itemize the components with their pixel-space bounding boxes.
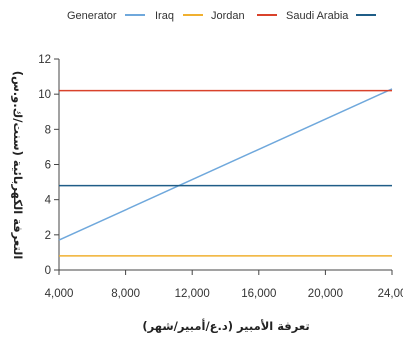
x-tick-label: 20,000 xyxy=(308,288,343,300)
y-axis-title: التعرفة الكهربائية (سنت/ك.و.س) xyxy=(10,71,25,260)
x-axis-title: تعرفة الأمبير (د.ع/أمبير/شهر) xyxy=(142,318,309,333)
x-tick-label: 16,000 xyxy=(241,288,276,300)
x-tick-label: 4,000 xyxy=(45,288,74,300)
x-tick-label: 8,000 xyxy=(111,288,140,300)
chart-axes: 0 2 4 6 8 10 12 4,000 8,000 12,000 16,000 20,000 24,… xyxy=(38,54,403,300)
y-tick-label: 10 xyxy=(38,89,51,101)
legend-label-generator: Generator xyxy=(67,10,117,22)
y-tick-label: 0 xyxy=(45,265,51,277)
legend-label-iraq: Iraq xyxy=(155,10,174,22)
y-tick-label: 6 xyxy=(45,160,51,172)
chart-series xyxy=(58,88,393,257)
y-tick-label: 8 xyxy=(45,124,51,136)
legend-label-jordan: Jordan xyxy=(211,10,245,22)
legend-label-saudi-arabia: Saudi Arabia xyxy=(286,10,349,22)
y-tick-label: 4 xyxy=(45,195,52,207)
x-tick-label: 24,00 xyxy=(378,288,403,300)
y-tick-label: 2 xyxy=(45,230,51,242)
series-line-generator xyxy=(58,88,393,241)
y-tick-label: 12 xyxy=(38,54,51,66)
chart-legend: Generator Iraq Jordan Saudi Arabia xyxy=(67,10,376,22)
x-tick-label: 12,000 xyxy=(175,288,210,300)
